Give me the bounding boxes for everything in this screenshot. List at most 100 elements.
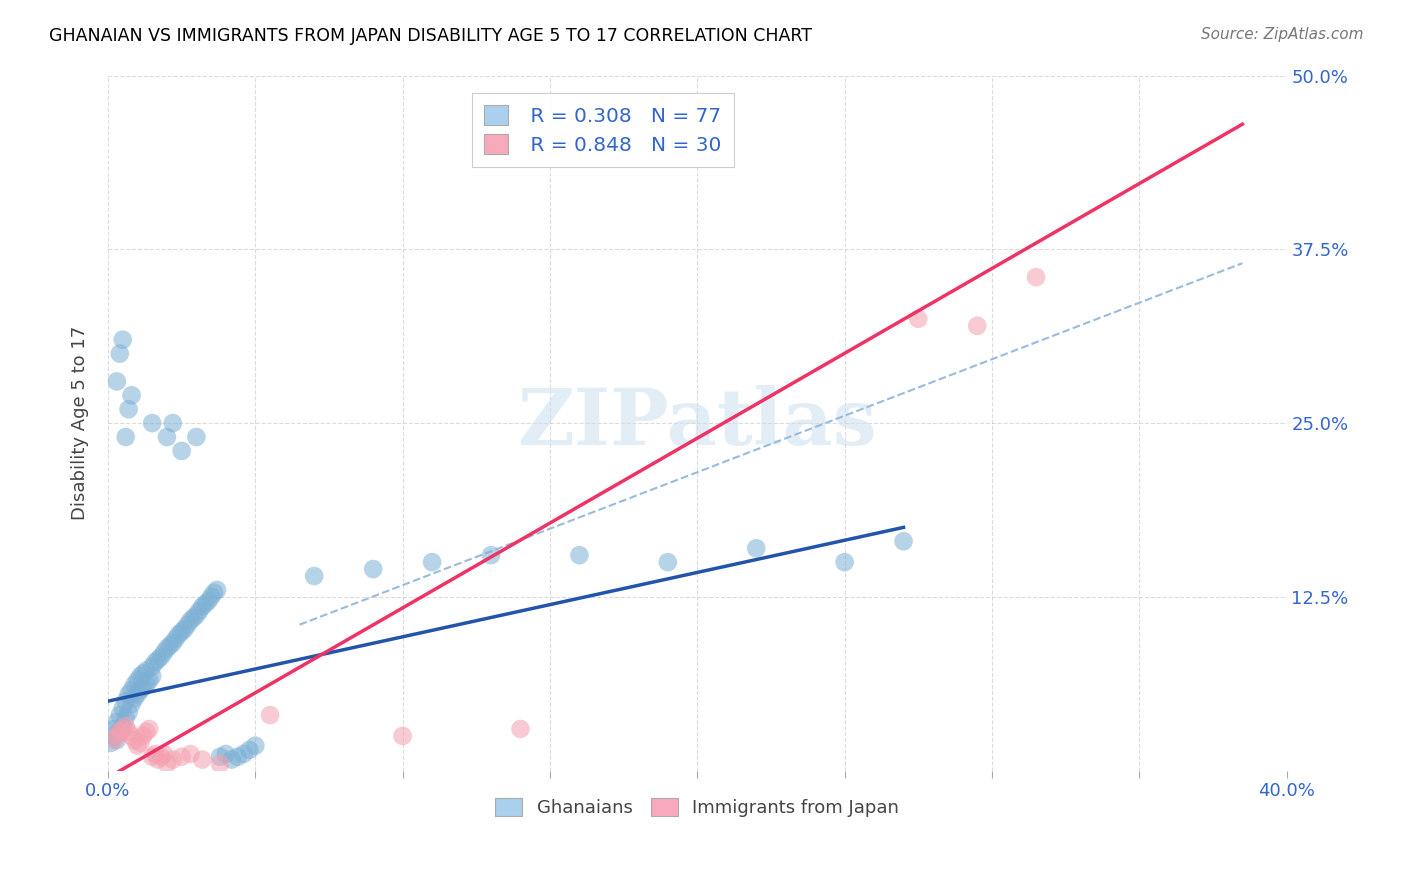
Point <box>170 624 193 639</box>
Point <box>121 729 143 743</box>
Point <box>162 416 184 430</box>
Point <box>103 733 125 747</box>
Point <box>105 733 128 747</box>
Y-axis label: Disability Age 5 to 17: Disability Age 5 to 17 <box>72 326 89 520</box>
Point <box>162 636 184 650</box>
Point <box>117 402 139 417</box>
Point <box>129 683 152 698</box>
Point <box>146 753 169 767</box>
Point <box>111 722 134 736</box>
Point <box>176 617 198 632</box>
Point <box>132 729 155 743</box>
Point <box>568 548 591 562</box>
Legend: Ghanaians, Immigrants from Japan: Ghanaians, Immigrants from Japan <box>488 790 907 824</box>
Point <box>124 691 146 706</box>
Point <box>127 687 149 701</box>
Point <box>146 652 169 666</box>
Point <box>226 749 249 764</box>
Point <box>197 594 219 608</box>
Point <box>208 749 231 764</box>
Point <box>304 569 326 583</box>
Point <box>108 724 131 739</box>
Point <box>135 664 157 678</box>
Point <box>509 722 531 736</box>
Point <box>245 739 267 753</box>
Point <box>191 753 214 767</box>
Point <box>188 604 211 618</box>
Point <box>1025 270 1047 285</box>
Point <box>114 719 136 733</box>
Point <box>124 733 146 747</box>
Point <box>202 585 225 599</box>
Point <box>121 388 143 402</box>
Point <box>183 611 205 625</box>
Point <box>105 729 128 743</box>
Point <box>173 622 195 636</box>
Point <box>167 627 190 641</box>
Text: Source: ZipAtlas.com: Source: ZipAtlas.com <box>1201 27 1364 42</box>
Point <box>105 714 128 729</box>
Text: ZIPatlas: ZIPatlas <box>517 385 877 461</box>
Point <box>657 555 679 569</box>
Point <box>156 641 179 656</box>
Point <box>103 722 125 736</box>
Point <box>162 753 184 767</box>
Point <box>105 375 128 389</box>
Point <box>361 562 384 576</box>
Point <box>143 655 166 669</box>
Point <box>138 673 160 688</box>
Point <box>111 333 134 347</box>
Point <box>108 724 131 739</box>
Point <box>141 749 163 764</box>
Point <box>141 669 163 683</box>
Point <box>138 722 160 736</box>
Point <box>150 649 173 664</box>
Point <box>121 697 143 711</box>
Point <box>127 673 149 688</box>
Point <box>420 555 443 569</box>
Point <box>221 753 243 767</box>
Point <box>156 430 179 444</box>
Point <box>141 659 163 673</box>
Point <box>205 582 228 597</box>
Point <box>208 756 231 771</box>
Point <box>103 729 125 743</box>
Point <box>179 614 201 628</box>
Point <box>132 680 155 694</box>
Point <box>124 677 146 691</box>
Point <box>232 747 254 761</box>
Point <box>153 747 176 761</box>
Point <box>259 708 281 723</box>
Point <box>215 747 238 761</box>
Point <box>170 444 193 458</box>
Point <box>907 311 929 326</box>
Point <box>135 724 157 739</box>
Point <box>186 430 208 444</box>
Point <box>132 666 155 681</box>
Point <box>191 599 214 614</box>
Point <box>159 639 181 653</box>
Point <box>143 747 166 761</box>
Point <box>117 706 139 720</box>
Text: GHANAIAN VS IMMIGRANTS FROM JAPAN DISABILITY AGE 5 TO 17 CORRELATION CHART: GHANAIAN VS IMMIGRANTS FROM JAPAN DISABI… <box>49 27 813 45</box>
Point <box>391 729 413 743</box>
Point <box>479 548 502 562</box>
Point <box>129 669 152 683</box>
Point <box>238 743 260 757</box>
Point <box>100 736 122 750</box>
Point <box>114 711 136 725</box>
Point <box>194 597 217 611</box>
Point <box>129 736 152 750</box>
Point <box>156 756 179 771</box>
Point <box>117 687 139 701</box>
Point <box>111 719 134 733</box>
Point <box>186 607 208 622</box>
Point <box>108 346 131 360</box>
Point <box>745 541 768 556</box>
Point <box>141 416 163 430</box>
Point <box>179 747 201 761</box>
Point <box>111 701 134 715</box>
Point <box>114 694 136 708</box>
Point <box>150 749 173 764</box>
Point <box>127 739 149 753</box>
